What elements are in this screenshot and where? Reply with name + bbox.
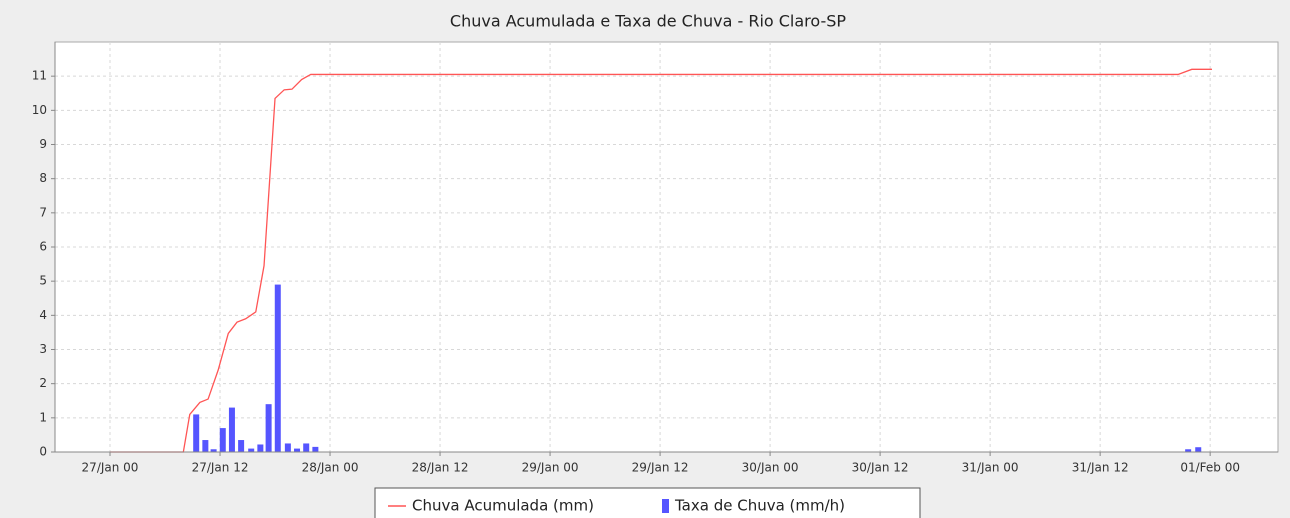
plot-area: [54, 41, 1279, 453]
y-tick-label: 10: [32, 103, 47, 117]
bar: [238, 440, 245, 452]
bar: [303, 443, 310, 452]
x-tick-label: 29/Jan 12: [632, 461, 689, 475]
y-tick-label: 1: [39, 410, 47, 424]
bar: [312, 446, 319, 452]
grid: [55, 42, 1278, 453]
y-tick-label: 2: [39, 376, 47, 390]
bar: [1195, 447, 1202, 452]
y-tick-label: 7: [39, 205, 47, 219]
y-tick-label: 6: [39, 240, 47, 254]
bar: [210, 449, 217, 452]
bar: [294, 448, 301, 452]
marks: [110, 68, 1212, 453]
legend-box: [374, 487, 921, 518]
x-tick-label: 30/Jan 12: [852, 461, 909, 475]
bar: [248, 448, 255, 452]
bar: [228, 407, 235, 452]
bar: [202, 440, 209, 452]
x-tick-label: 30/Jan 00: [742, 461, 799, 475]
line: [110, 68, 1212, 453]
y-tick-label: 0: [39, 445, 47, 459]
bar: [257, 444, 264, 452]
bar: [274, 284, 281, 452]
x-tick-label: 31/Jan 00: [962, 461, 1019, 475]
x-tick-label: 27/Jan 12: [192, 461, 249, 475]
bar: [1185, 449, 1192, 452]
bar: [193, 414, 200, 452]
y-tick-label: 5: [39, 274, 47, 288]
y-tick-label: 9: [39, 137, 47, 151]
axes: 0 1 2 3 4 5 6 7 8 9 10 11 27/Jan 00 27/Jan 12 28/Jan 0…: [32, 42, 1278, 475]
legend-label: Chuva Acumulada (mm): [412, 497, 594, 515]
chart-title: Chuva Acumulada e Taxa de Chuva - Rio Cl…: [450, 12, 847, 31]
x-tick-label: 31/Jan 12: [1072, 461, 1129, 475]
y-tick-label: 3: [39, 342, 47, 356]
y-tick-label: 4: [39, 308, 47, 322]
legend-label: Taxa de Chuva (mm/h): [674, 497, 845, 515]
legend-swatch: [662, 499, 669, 513]
bar: [219, 428, 226, 452]
x-tick-label: 01/Feb 00: [1180, 461, 1240, 475]
y-tick-label: 8: [39, 171, 47, 185]
bar: [284, 443, 291, 452]
x-tick-label: 29/Jan 00: [522, 461, 579, 475]
x-tick-label: 28/Jan 00: [302, 461, 359, 475]
bar: [265, 404, 272, 452]
legend: Chuva Acumulada (mm) Taxa de Chuva (mm/h…: [374, 487, 921, 518]
x-tick-label: 28/Jan 12: [412, 461, 469, 475]
y-tick-label: 11: [32, 69, 47, 83]
x-tick-label: 27/Jan 00: [82, 461, 139, 475]
